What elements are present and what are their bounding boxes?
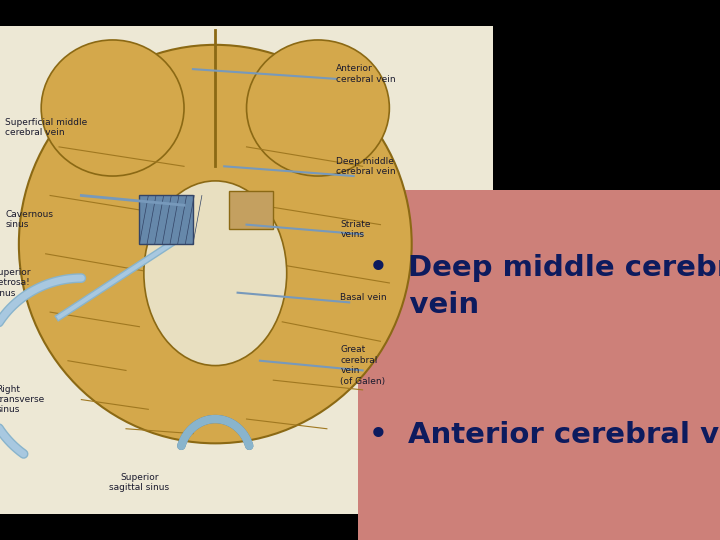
Bar	[358, 190, 720, 540]
Text: Anterior
cerebral vein: Anterior cerebral vein	[336, 64, 395, 84]
Bar	[0, 26, 493, 514]
Text: Deep middle
cerebral vein: Deep middle cerebral vein	[336, 157, 395, 176]
Text: Cavernous
sinus: Cavernous sinus	[6, 210, 53, 230]
Bar	[229, 191, 274, 229]
Ellipse shape	[41, 40, 184, 176]
Text: Right
transverse
sinus: Right transverse sinus	[0, 384, 45, 415]
Ellipse shape	[19, 45, 412, 443]
Text: •  Anterior cerebral vein: • Anterior cerebral vein	[369, 421, 720, 449]
Text: Striate
veins: Striate veins	[341, 220, 371, 239]
Text: Superior
petrosa!
sinus: Superior petrosa! sinus	[0, 268, 30, 298]
Text: Superior
sagittal sinus: Superior sagittal sinus	[109, 472, 169, 492]
Bar	[140, 195, 193, 244]
Ellipse shape	[144, 181, 287, 366]
Ellipse shape	[246, 40, 390, 176]
Text: Basal vein: Basal vein	[341, 293, 387, 302]
Text: Superficial middle
cerebral vein: Superficial middle cerebral vein	[6, 118, 88, 137]
Text: Great
cerebral
vein
(of Galen): Great cerebral vein (of Galen)	[341, 346, 385, 386]
Text: •  Deep middle cerebral
    vein: • Deep middle cerebral vein	[369, 254, 720, 319]
